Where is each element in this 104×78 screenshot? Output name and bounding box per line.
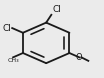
Text: Cl: Cl <box>2 24 11 33</box>
Text: CH₃: CH₃ <box>7 58 19 63</box>
Text: Cl: Cl <box>52 5 61 14</box>
Text: O: O <box>76 53 83 62</box>
